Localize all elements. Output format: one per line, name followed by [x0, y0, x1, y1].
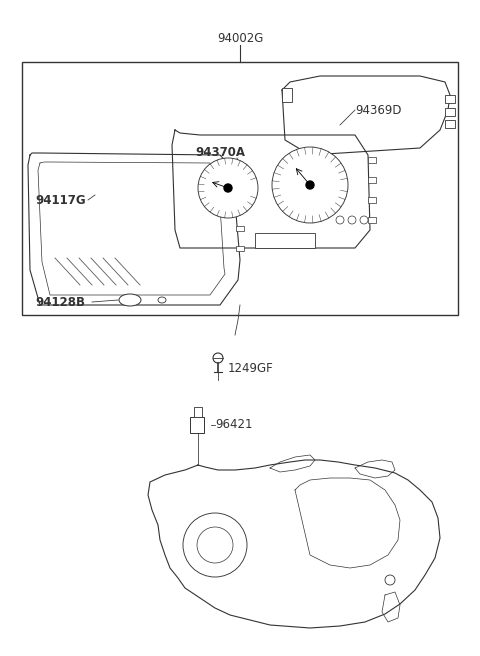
Bar: [236, 206, 244, 211]
Bar: [368, 157, 376, 163]
Bar: [255, 233, 315, 248]
Text: 94370A: 94370A: [195, 146, 245, 159]
Bar: [282, 88, 292, 102]
Bar: [190, 417, 204, 433]
Bar: [368, 217, 376, 223]
Bar: [368, 177, 376, 183]
Bar: [236, 246, 244, 251]
Ellipse shape: [158, 297, 166, 303]
Circle shape: [183, 513, 247, 577]
Polygon shape: [28, 153, 240, 305]
Text: 1249GF: 1249GF: [228, 361, 274, 375]
Bar: [236, 226, 244, 231]
Bar: [368, 197, 376, 203]
Circle shape: [197, 527, 233, 563]
Bar: [445, 95, 455, 103]
Circle shape: [348, 216, 356, 224]
Bar: [445, 120, 455, 128]
Polygon shape: [172, 130, 370, 248]
Text: 94117G: 94117G: [35, 194, 85, 207]
Bar: [22, 62, 458, 315]
Circle shape: [224, 184, 232, 192]
Text: 94369D: 94369D: [355, 104, 401, 117]
Circle shape: [272, 147, 348, 223]
Bar: [445, 108, 455, 116]
Circle shape: [360, 216, 368, 224]
Ellipse shape: [119, 294, 141, 306]
Circle shape: [385, 575, 395, 585]
Text: 94002G: 94002G: [217, 31, 263, 45]
Bar: [236, 186, 244, 191]
Circle shape: [213, 353, 223, 363]
Circle shape: [336, 216, 344, 224]
Circle shape: [198, 158, 258, 218]
Circle shape: [306, 181, 314, 189]
Polygon shape: [148, 460, 440, 628]
Text: 96421: 96421: [215, 419, 252, 432]
Text: 94128B: 94128B: [35, 295, 85, 308]
Polygon shape: [282, 76, 450, 155]
Bar: [194, 407, 202, 417]
